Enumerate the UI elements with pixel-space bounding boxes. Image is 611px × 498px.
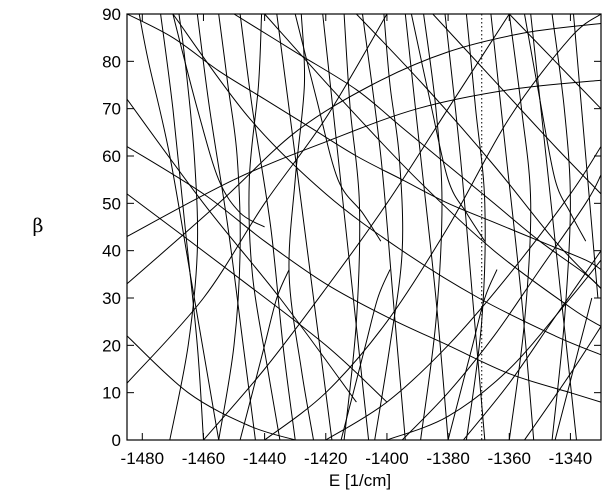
- curve-24: [127, 193, 388, 403]
- curve-27: [127, 79, 601, 237]
- curve-33: [172, 14, 601, 356]
- curve-10: [322, 14, 370, 440]
- y-tick-label: 0: [112, 431, 121, 450]
- x-tick-label: -1400: [365, 449, 408, 468]
- tick-group: -1480 -1460 -1440 -1420 -1400 -1380 -1360 -1340…: [102, 5, 601, 468]
- curve-group: [127, 14, 601, 440]
- y-axis-title: β: [33, 215, 44, 237]
- y-tick-label: 40: [102, 242, 121, 261]
- curve-32: [127, 146, 601, 403]
- curve-2: [160, 14, 204, 440]
- curve-25: [127, 23, 601, 285]
- curve-44: [172, 14, 265, 228]
- curve-43: [524, 326, 601, 440]
- curve-49: [340, 269, 391, 440]
- curve-1: [138, 14, 220, 440]
- curve-12: [362, 14, 406, 440]
- curve-51: [554, 297, 593, 440]
- curve-41: [401, 174, 601, 440]
- curve-34: [264, 14, 601, 327]
- x-tick-label: -1480: [121, 449, 164, 468]
- curve-28: [203, 14, 510, 440]
- curve-47: [524, 14, 587, 242]
- curve-37: [508, 14, 601, 110]
- curve-42: [463, 250, 601, 440]
- curve-46: [410, 14, 486, 242]
- curve-15: [420, 14, 443, 440]
- curve-38: [127, 335, 296, 440]
- x-tick-label: -1460: [182, 449, 225, 468]
- curve-31: [386, 259, 601, 440]
- curve-29: [264, 14, 601, 440]
- curve-30: [325, 146, 601, 440]
- y-tick-label: 20: [102, 336, 121, 355]
- curve-9: [288, 14, 314, 440]
- y-tick-label: 50: [102, 194, 121, 213]
- curve-8: [276, 14, 333, 440]
- curve-45: [294, 14, 382, 242]
- y-tick-label: 10: [102, 384, 121, 403]
- curve-6: [239, 14, 296, 440]
- curve-4: [196, 14, 256, 440]
- curve-50: [447, 269, 498, 440]
- x-tick-label: -1340: [549, 449, 592, 468]
- curve-23: [127, 98, 357, 403]
- y-tick-label: 80: [102, 52, 121, 71]
- x-tick-label: -1360: [488, 449, 531, 468]
- plot-frame: [126, 13, 602, 441]
- curve-48: [239, 269, 290, 440]
- curve-3: [169, 14, 199, 440]
- curve-13: [374, 14, 404, 440]
- y-tick-label: 70: [102, 100, 121, 119]
- curve-35: [356, 14, 601, 289]
- x-tick-label: -1380: [426, 449, 469, 468]
- x-tick-label: -1420: [304, 449, 347, 468]
- curve-26: [127, 14, 388, 384]
- curve-19: [508, 14, 532, 440]
- curve-39: [127, 14, 601, 271]
- x-tick-label: -1440: [243, 449, 286, 468]
- y-tick-label: 60: [102, 147, 121, 166]
- curve-17: [465, 14, 486, 440]
- curve-20: [530, 14, 577, 440]
- curve-14: [404, 14, 449, 440]
- y-tick-label: 90: [102, 5, 121, 24]
- x-axis-title: E [1/cm]: [329, 471, 391, 490]
- curve-36: [432, 14, 601, 195]
- y-tick-label: 30: [102, 289, 121, 308]
- curve-18: [490, 14, 535, 440]
- curve-5: [218, 14, 241, 440]
- curve-21: [551, 14, 571, 440]
